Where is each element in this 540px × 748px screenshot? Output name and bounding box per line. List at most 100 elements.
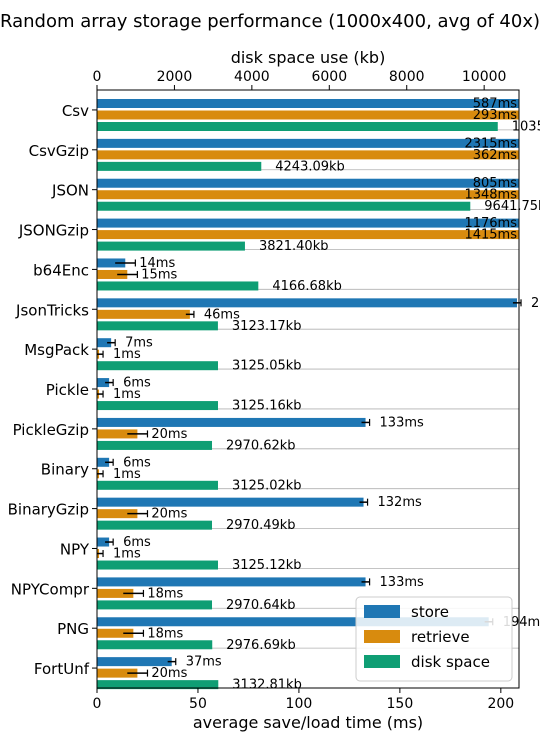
y-tick-label: JSON — [51, 182, 89, 200]
bar-retrieve — [97, 150, 519, 160]
data-label: 3125.05kb — [232, 359, 302, 374]
data-label: 20ms — [151, 507, 187, 522]
y-tick-label: CsvGzip — [29, 142, 89, 160]
x-tick-label: 150 — [387, 696, 414, 712]
bar-disk-space — [97, 241, 245, 251]
data-label: 1348ms — [464, 188, 517, 203]
bar-disk-space — [97, 122, 498, 131]
x-top-tick-label: 2000 — [157, 69, 193, 85]
data-label: 6ms — [123, 455, 151, 470]
y-tick-label: BinaryGzip — [8, 501, 89, 519]
data-label: 2970.64kb — [226, 598, 296, 613]
data-label: 46ms — [204, 307, 240, 322]
bar-disk-space — [97, 520, 213, 530]
bar-store — [97, 218, 519, 228]
bar-store — [97, 417, 366, 427]
data-label: 133ms — [380, 575, 424, 590]
data-label: 1ms — [113, 387, 141, 402]
bar-disk-space — [97, 440, 213, 450]
bar-store — [97, 178, 519, 188]
data-label: 805ms — [473, 176, 517, 191]
data-label: 18ms — [147, 586, 183, 601]
x-top-tick-label: 4000 — [234, 69, 270, 85]
data-label: 1176ms — [464, 216, 517, 231]
data-label: 1ms — [113, 347, 141, 362]
bar-store — [97, 138, 519, 148]
data-label: 9641.75kb — [484, 199, 540, 214]
data-label: 362ms — [473, 148, 517, 163]
bar-disk-space — [97, 560, 218, 570]
data-label: 10351.43kb — [512, 120, 540, 135]
top-tick-labels: 0 2000 4000 6000 8000 10000 — [93, 69, 506, 90]
bar-retrieve — [97, 668, 138, 678]
chart-title: Random array storage performance (1000x4… — [0, 11, 540, 32]
data-label: 2970.62kb — [226, 438, 296, 453]
bar-labels: 587ms293ms10351.43kb2315ms362ms 4243.09kb… — [113, 97, 540, 693]
legend-label: retrieve — [411, 628, 470, 646]
x-top-tick-label: 6000 — [311, 69, 347, 85]
data-label: 18ms — [147, 626, 183, 641]
data-label: 6ms — [123, 376, 151, 391]
bar-store — [97, 617, 489, 627]
legend-swatch — [364, 630, 400, 643]
data-label: 3125.02kb — [232, 478, 302, 493]
x-tick-label: 100 — [286, 696, 313, 712]
data-label: 2315ms — [464, 136, 517, 151]
data-label: 1415ms — [464, 228, 517, 243]
bar-retrieve — [97, 628, 134, 638]
y-tick-labels: Csv CsvGzip JSON JSONGzip b64Enc JsonTricks Ms… — [8, 102, 97, 678]
x-top-tick-label: 8000 — [389, 69, 425, 85]
bar-store — [97, 338, 112, 348]
bar-store — [97, 577, 366, 587]
data-label: 7ms — [125, 336, 153, 351]
bar-retrieve — [97, 190, 519, 200]
data-label: 132ms — [378, 495, 422, 510]
y-tick-label: PickleGzip — [13, 421, 89, 439]
y-tick-label: JsonTricks — [15, 301, 89, 319]
y-tick-label: FortUnf — [34, 660, 90, 678]
data-label: 4243.09kb — [275, 159, 345, 174]
data-label: 37ms — [186, 655, 222, 670]
data-label: 208ms — [531, 296, 540, 311]
x-tick-label: 50 — [189, 696, 207, 712]
legend-label: store — [411, 603, 449, 621]
data-label: 15ms — [141, 267, 177, 282]
data-label: 3132.81kb — [232, 678, 302, 693]
data-label: 3125.12kb — [232, 558, 302, 573]
y-tick-label: PNG — [57, 620, 89, 638]
data-label: 4166.68kb — [272, 279, 342, 294]
y-tick-label: Binary — [41, 461, 89, 479]
bar-disk-space — [97, 600, 213, 610]
bottom-axis-label: average save/load time (ms) — [193, 713, 423, 732]
x-top-tick-label: 0 — [93, 69, 102, 85]
y-tick-label: JSONGzip — [18, 222, 89, 240]
bar-retrieve — [97, 230, 519, 240]
data-label: 3123.17kb — [232, 319, 302, 334]
plot-frame — [96, 89, 520, 689]
data-label: 14ms — [139, 256, 175, 271]
y-tick-label: NPYCompr — [11, 580, 90, 598]
bar-retrieve — [97, 509, 138, 519]
y-tick-label: b64Enc — [33, 261, 89, 279]
data-label: 2970.49kb — [226, 518, 296, 533]
bar-store — [97, 457, 110, 467]
data-label: 1ms — [113, 547, 141, 562]
y-tick-label: NPY — [60, 540, 90, 558]
y-tick-label: Csv — [62, 102, 89, 120]
bar-disk-space — [97, 480, 218, 490]
data-label: 2976.69kb — [226, 638, 296, 653]
y-tick-label: Pickle — [46, 381, 89, 399]
legend-swatch — [364, 605, 400, 618]
bar-store — [97, 258, 126, 268]
bar-retrieve — [97, 588, 134, 598]
bar-retrieve — [97, 269, 128, 279]
bar-store — [97, 657, 172, 667]
data-label: 20ms — [151, 427, 187, 442]
top-axis-label: disk space use (kb) — [231, 48, 386, 67]
data-label: 20ms — [151, 666, 187, 681]
bar-disk-space — [97, 640, 213, 650]
legend-label: disk space — [411, 653, 490, 671]
bar-disk-space — [97, 281, 259, 291]
legend-swatch — [364, 655, 400, 668]
